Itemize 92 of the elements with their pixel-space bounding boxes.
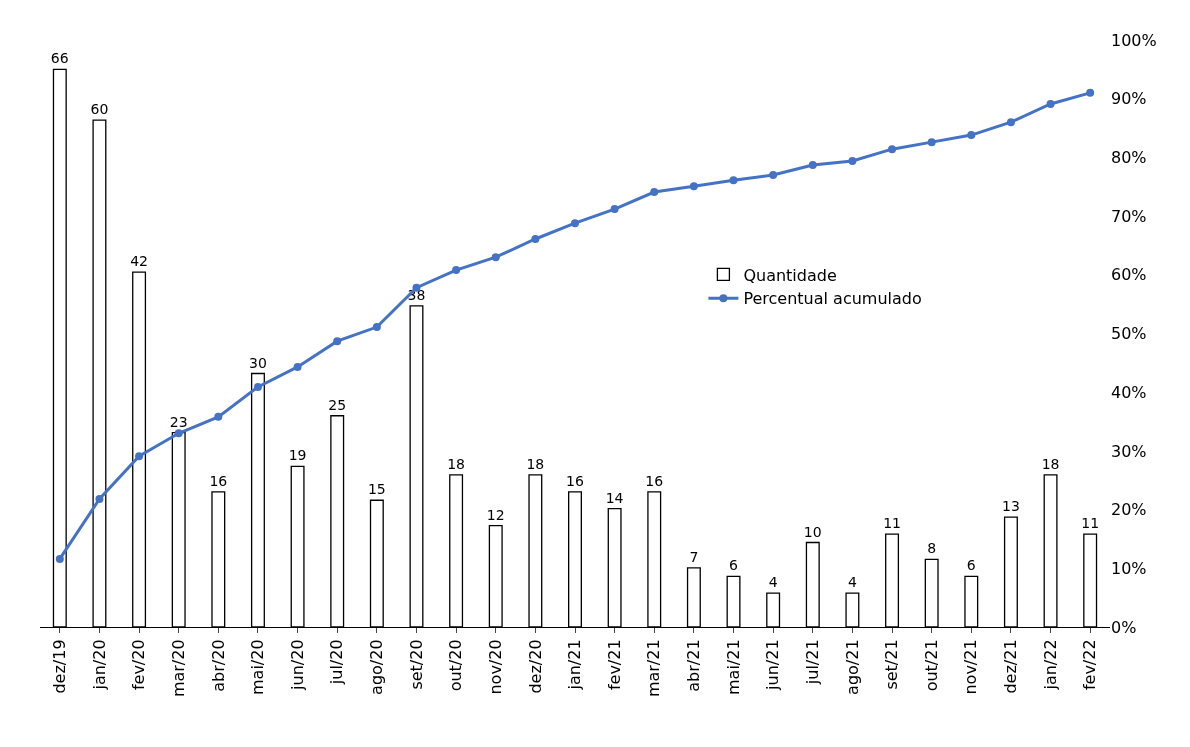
data-label: 11 <box>883 515 901 532</box>
point <box>531 234 540 243</box>
point <box>1046 99 1055 108</box>
data-label: 14 <box>605 489 624 506</box>
x-tick-label: fev/20 <box>129 639 149 691</box>
x-tick-label: dez/19 <box>50 639 70 694</box>
x-tick-label: jul/20 <box>327 639 347 686</box>
legend-label: Percentual acumulado <box>743 289 922 309</box>
point <box>452 266 461 275</box>
point <box>769 171 778 180</box>
point <box>174 429 183 438</box>
x-tick-label: jun/20 <box>287 639 307 691</box>
x-tick-label: ago/21 <box>842 639 862 695</box>
x-tick-label: mai/20 <box>248 639 268 695</box>
x-tick-label: mar/21 <box>644 639 664 698</box>
data-label: 60 <box>90 101 109 118</box>
point <box>967 131 976 140</box>
y2-tick-label: 40% <box>1111 382 1147 402</box>
x-tick-label: abr/20 <box>208 639 228 692</box>
x-tick-label: set/20 <box>406 639 426 690</box>
x-tick-label: jun/21 <box>763 639 783 691</box>
x-tick-label: mar/20 <box>168 639 188 698</box>
point <box>1086 88 1095 97</box>
data-label: 18 <box>447 455 466 472</box>
x-tick-label: set/21 <box>882 639 902 690</box>
data-label: 16 <box>645 472 664 489</box>
y2-tick-label: 10% <box>1111 558 1147 578</box>
point <box>848 156 857 165</box>
y2-tick-label: 100% <box>1111 30 1157 50</box>
point <box>610 205 619 214</box>
x-tick-label: fev/22 <box>1080 639 1100 691</box>
legend-label: Quantidade <box>743 265 837 285</box>
x-tick-label: ago/20 <box>367 639 387 695</box>
x-tick-label: fev/21 <box>604 639 624 691</box>
point <box>491 253 500 262</box>
data-label: 30 <box>249 354 267 371</box>
data-label: 6 <box>729 557 739 574</box>
x-tick-label: nov/20 <box>485 639 505 695</box>
point <box>333 337 342 346</box>
data-label: 13 <box>1002 498 1020 515</box>
y2-tick-label: 0% <box>1111 617 1137 637</box>
x-tick-label: jan/22 <box>1040 639 1060 691</box>
point <box>55 554 64 563</box>
y2-tick-label: 30% <box>1111 441 1147 461</box>
x-tick-label: out/20 <box>446 639 466 692</box>
point <box>253 382 262 391</box>
data-label: 6 <box>966 557 976 574</box>
data-label: 15 <box>367 481 386 498</box>
point <box>729 176 738 185</box>
x-tick-label: out/21 <box>921 639 941 692</box>
point <box>214 412 223 421</box>
point <box>927 138 936 147</box>
data-label: 23 <box>169 413 188 430</box>
data-label: 16 <box>209 472 228 489</box>
point <box>372 323 381 332</box>
data-label: 4 <box>768 574 778 591</box>
data-label: 42 <box>130 253 148 270</box>
x-tick-label: jul/21 <box>802 639 822 686</box>
data-label: 11 <box>1081 515 1100 532</box>
data-label: 16 <box>566 472 584 489</box>
point <box>135 452 144 461</box>
x-tick-label: abr/21 <box>684 639 704 692</box>
x-tick-label: nov/21 <box>961 639 981 695</box>
x-tick-label: dez/21 <box>1001 639 1021 694</box>
data-label: 4 <box>847 574 857 591</box>
y2-tick-label: 70% <box>1111 206 1147 226</box>
x-tick-label: jan/21 <box>565 639 585 691</box>
point <box>293 362 302 371</box>
data-label: 10 <box>803 523 822 540</box>
y2-tick-label: 80% <box>1111 148 1147 167</box>
x-tick-label: jan/20 <box>89 639 109 691</box>
x-tick-label: dez/20 <box>525 639 545 694</box>
data-label: 66 <box>50 50 69 67</box>
data-label: 18 <box>526 455 545 472</box>
point <box>689 182 698 191</box>
data-label: 25 <box>328 396 347 413</box>
y2-tick-label: 90% <box>1111 89 1147 109</box>
data-label: 8 <box>927 540 937 557</box>
point <box>571 219 579 228</box>
data-label: 12 <box>486 506 505 523</box>
x-tick-label: mai/21 <box>723 639 743 695</box>
y2-tick-label: 60% <box>1111 265 1147 285</box>
y2-tick-label: 20% <box>1111 500 1147 520</box>
data-label: 18 <box>1041 455 1060 472</box>
data-label: 19 <box>288 447 307 464</box>
point <box>888 145 897 154</box>
data-label: 7 <box>689 548 699 565</box>
point <box>808 161 817 170</box>
point <box>1006 118 1015 127</box>
y2-tick-label: 50% <box>1111 324 1147 344</box>
point <box>95 495 104 504</box>
point <box>650 188 659 197</box>
